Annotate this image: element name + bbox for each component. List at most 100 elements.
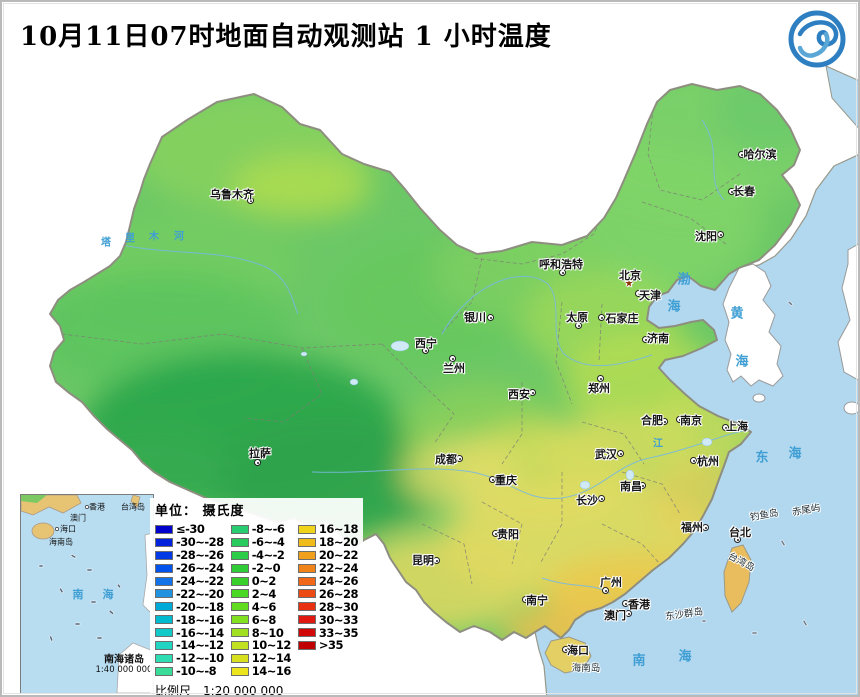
province-borders [61, 101, 741, 585]
inset-label: 南 [72, 588, 86, 601]
legend-item: -10~-8 [155, 664, 224, 678]
japan-islands [837, 243, 858, 381]
legend-range-label: 2~4 [251, 586, 277, 601]
city-marker [617, 450, 624, 457]
city-label: 武汉 [595, 448, 617, 461]
legend-range-label: -18~-16 [176, 612, 224, 627]
inset-label: 澳门 [70, 513, 86, 523]
legend-range-label: -4~-2 [251, 548, 285, 563]
legend-swatch [297, 550, 316, 560]
city-label: 天津 [639, 289, 661, 302]
city-marker [661, 418, 668, 425]
south-china-sea-inset: 香港 澳门 台湾岛 海口 海南岛南 海南海诸岛 1:40 000 000 [20, 494, 154, 694]
temp-blob [712, 84, 800, 152]
legend-range-label: ≤-30 [176, 522, 205, 537]
legend-range-label: -14~-12 [176, 638, 224, 653]
legend-range-label: -26~-24 [176, 561, 224, 576]
sea-label-char: 海 [678, 649, 692, 665]
legend-swatch [155, 666, 173, 676]
legend-item: 14~16 [230, 664, 291, 678]
legend-item: -6~-4 [230, 535, 291, 549]
city-marker [575, 322, 582, 329]
legend-swatch [297, 563, 316, 573]
beijing-star-marker: ★ [624, 278, 634, 290]
legend-item: 30~33 [297, 613, 359, 627]
legend-swatch [230, 628, 249, 638]
city-marker [492, 530, 499, 537]
city-marker [702, 524, 709, 531]
inset-hainan [31, 522, 55, 540]
legend-item: 2~4 [230, 586, 291, 601]
city-marker [247, 197, 254, 204]
legend-item: 33~35 [297, 625, 359, 640]
city-marker [642, 336, 649, 343]
legend-item: 0~2 [230, 574, 291, 588]
legend-range-label: -30~-28 [176, 535, 224, 550]
taiwan-island [723, 544, 752, 613]
city-label: 海口 [567, 644, 589, 657]
city-marker [254, 459, 261, 466]
legend-item: -22~-20 [155, 587, 224, 601]
city-marker [598, 495, 605, 502]
city-marker [722, 424, 729, 431]
city-marker [449, 355, 456, 362]
legend-range-label: 33~35 [318, 625, 359, 640]
logo-swirl-bottom [797, 31, 830, 58]
legend-item: 12~14 [230, 651, 292, 666]
city-label: 北京 [619, 269, 641, 282]
inset-islet-marks [38, 553, 122, 642]
legend-item: -14~-12 [155, 638, 224, 653]
sea-label-char: 河 [174, 231, 184, 243]
legend-item: -20~-18 [155, 600, 224, 614]
inset-taiwan [130, 495, 141, 509]
legend-range-label: -16~-14 [176, 625, 224, 640]
temperature-field [50, 84, 800, 640]
city-marker [728, 188, 735, 195]
sea-label-char: 海 [667, 299, 681, 315]
legend-swatch [230, 602, 249, 612]
legend-item: 28~30 [297, 600, 359, 614]
legend-range-label: -12~-10 [176, 651, 224, 666]
temp-blob [402, 439, 522, 509]
legend-item: -26~-24 [155, 561, 224, 576]
legend-item: -12~-10 [155, 651, 224, 666]
legend-range-label: 12~14 [251, 651, 292, 666]
city-label: 南昌 [620, 480, 642, 493]
city-marker [487, 314, 494, 321]
inset-borneo [116, 642, 153, 693]
legend-item: -28~-26 [155, 548, 224, 562]
geo-label: 赤尾屿 [791, 502, 822, 519]
city-marker [717, 231, 724, 238]
inset-label: 海南岛 [49, 537, 73, 547]
city-label: 广州 [600, 576, 622, 589]
legend-swatch [155, 576, 173, 586]
legend-swatch [155, 537, 173, 547]
legend-swatch [155, 524, 173, 534]
city-marker [602, 587, 609, 594]
legend-swatch [155, 640, 173, 650]
sea-label-char: 海 [735, 354, 749, 370]
legend-swatch [297, 602, 316, 612]
map-scale: 比例尺 1:20 000 000 [155, 682, 358, 695]
legend-range-label: >35 [318, 638, 344, 653]
legend-item: 4~6 [230, 599, 291, 614]
rivers [109, 119, 749, 595]
sea-label-char: 南 [632, 653, 646, 669]
legend-range-label: 4~6 [251, 599, 277, 614]
inset-label: 台湾岛 [121, 502, 145, 512]
legend-item: -24~-22 [155, 574, 224, 588]
legend-swatch [230, 576, 249, 586]
legend-swatch [230, 589, 249, 599]
city-label: 西宁 [415, 337, 437, 350]
city-label: 澳门 [604, 609, 626, 622]
legend-item: 16~18 [297, 522, 359, 536]
geo-label: 钓鱼岛 [749, 507, 780, 524]
lakes [300, 340, 713, 490]
city-marker [559, 269, 566, 276]
city-marker [456, 455, 463, 462]
legend-range-label: 6~8 [251, 612, 277, 627]
legend-swatch [155, 628, 173, 638]
city-label: 重庆 [495, 474, 517, 487]
